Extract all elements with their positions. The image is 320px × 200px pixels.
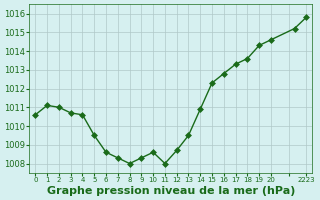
X-axis label: Graphe pression niveau de la mer (hPa): Graphe pression niveau de la mer (hPa): [47, 186, 295, 196]
